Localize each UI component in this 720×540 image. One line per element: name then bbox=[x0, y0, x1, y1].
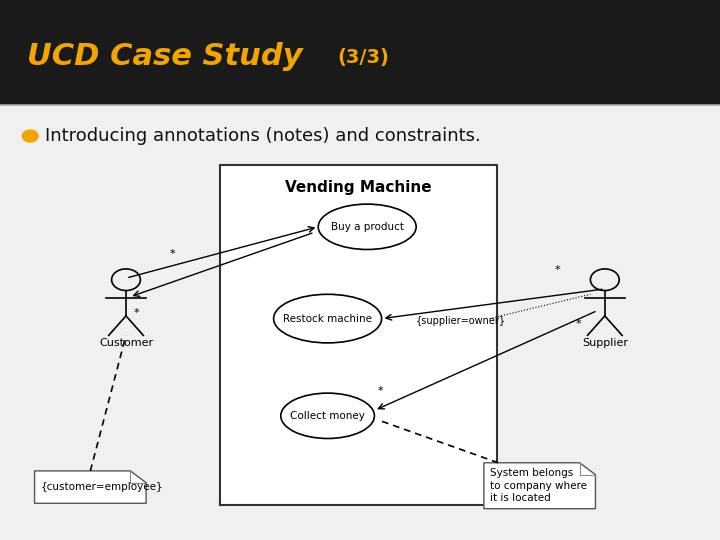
Text: *: * bbox=[576, 319, 582, 329]
Text: *: * bbox=[169, 248, 175, 259]
Ellipse shape bbox=[274, 294, 382, 343]
Circle shape bbox=[22, 130, 38, 142]
Text: System belongs
to company where
it is located: System belongs to company where it is lo… bbox=[490, 468, 587, 503]
Bar bbox=[0, 105, 720, 540]
Text: Customer: Customer bbox=[99, 338, 153, 348]
Polygon shape bbox=[484, 463, 595, 509]
Polygon shape bbox=[35, 471, 146, 503]
Text: UCD Case Study: UCD Case Study bbox=[27, 42, 303, 71]
Text: Restock machine: Restock machine bbox=[283, 314, 372, 323]
Text: Introducing annotations (notes) and constraints.: Introducing annotations (notes) and cons… bbox=[45, 127, 480, 145]
Text: Buy a product: Buy a product bbox=[330, 222, 404, 232]
Ellipse shape bbox=[281, 393, 374, 438]
Bar bbox=[220, 165, 497, 505]
Ellipse shape bbox=[318, 204, 416, 249]
Text: *: * bbox=[133, 308, 139, 318]
Text: (3/3): (3/3) bbox=[337, 48, 389, 68]
Text: Collect money: Collect money bbox=[290, 411, 365, 421]
Text: {supplier=owner}: {supplier=owner} bbox=[415, 316, 506, 326]
Text: *: * bbox=[378, 386, 384, 396]
Bar bbox=[0, 0, 720, 105]
Text: Supplier: Supplier bbox=[582, 338, 628, 348]
Text: Vending Machine: Vending Machine bbox=[285, 180, 431, 195]
Text: {customer=employee}: {customer=employee} bbox=[40, 482, 163, 492]
Text: *: * bbox=[554, 265, 560, 275]
